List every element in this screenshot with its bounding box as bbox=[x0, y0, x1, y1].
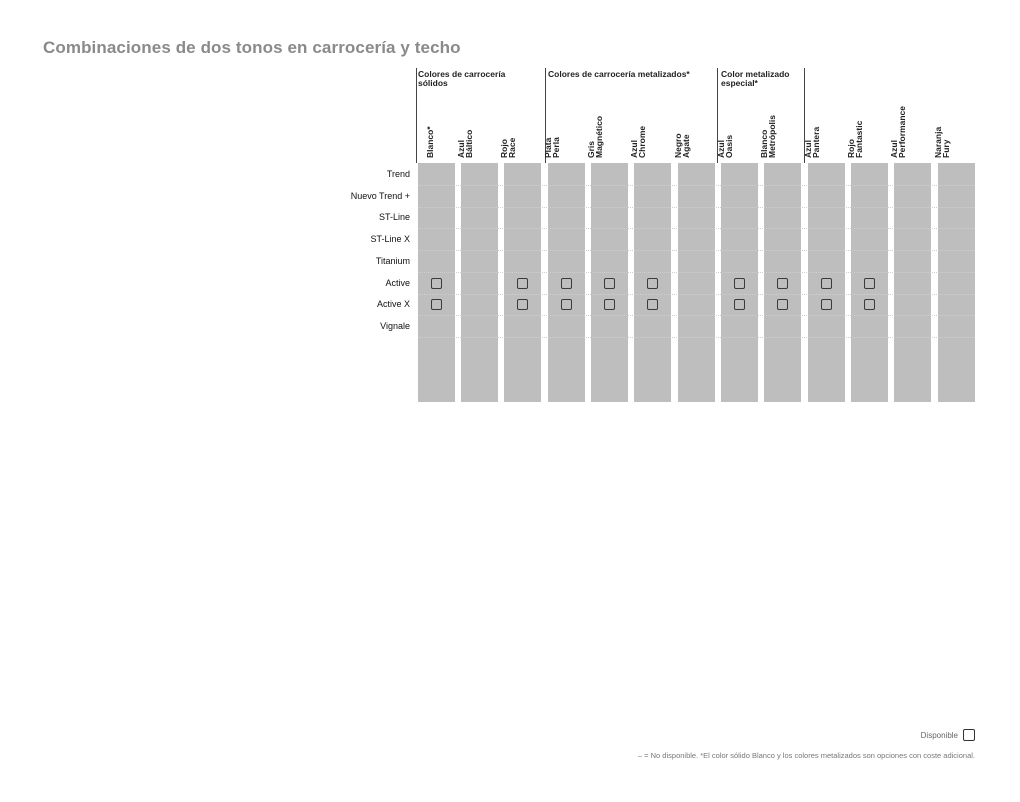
column-label-line: Fury bbox=[941, 139, 951, 158]
available-box-icon bbox=[431, 299, 442, 310]
group-divider bbox=[416, 68, 417, 163]
available-box-icon bbox=[734, 299, 745, 310]
available-box-icon bbox=[821, 299, 832, 310]
column-label: Rojo Fantastic bbox=[846, 120, 864, 158]
group-divider bbox=[545, 68, 546, 163]
column-label: Naranja Fury bbox=[933, 127, 951, 158]
row-separator bbox=[418, 337, 975, 338]
row-separator bbox=[418, 315, 975, 316]
column-label-line: Perla bbox=[551, 137, 561, 158]
color-column bbox=[678, 163, 715, 402]
column-label: Blanco Metrópolis bbox=[759, 115, 777, 158]
row-separator bbox=[418, 207, 975, 208]
available-box-icon bbox=[561, 299, 572, 310]
legend-label: Disponible bbox=[920, 731, 958, 740]
page-title: Combinaciones de dos tonos en carrocería… bbox=[43, 38, 461, 57]
row-separator bbox=[418, 185, 975, 186]
available-box-icon bbox=[821, 278, 832, 289]
row-label: ST-Line X bbox=[370, 234, 410, 244]
column-label-line: Pantera bbox=[811, 126, 821, 158]
available-box-icon bbox=[604, 299, 615, 310]
group-label: Colores de carrocería sólidos bbox=[418, 70, 505, 88]
available-box-icon bbox=[647, 278, 658, 289]
footnote: – = No disponible. *El color sólido Blan… bbox=[637, 751, 975, 760]
group-label: Color metalizado especial* bbox=[721, 70, 789, 88]
group-label-line: Colores de carrocería bbox=[418, 69, 506, 79]
column-label: Plata Perla bbox=[543, 137, 561, 158]
color-column bbox=[938, 163, 975, 402]
group-label-line: Colores de carrocería metalizados* bbox=[548, 69, 690, 79]
available-box-icon bbox=[517, 299, 528, 310]
available-box-icon bbox=[517, 278, 528, 289]
row-separator bbox=[418, 294, 975, 295]
column-label-line: Performance bbox=[897, 106, 907, 158]
color-column bbox=[721, 163, 758, 402]
column-label-line: Race bbox=[507, 137, 517, 158]
row-label: Trend bbox=[386, 169, 410, 179]
row-label: Titanium bbox=[375, 256, 410, 266]
column-label-line: Chrome bbox=[637, 125, 647, 158]
row-label: Active bbox=[385, 278, 410, 288]
column-label: Azul Pantera bbox=[803, 126, 821, 158]
group-divider bbox=[717, 68, 718, 163]
row-separator bbox=[418, 250, 975, 251]
column-label-line: Blanco* bbox=[425, 126, 435, 158]
available-box-icon bbox=[604, 278, 615, 289]
color-column bbox=[894, 163, 931, 402]
column-label-line: Agate bbox=[681, 134, 691, 158]
row-label: ST-Line bbox=[378, 212, 410, 222]
row-label: Vignale bbox=[380, 321, 410, 331]
color-column bbox=[634, 163, 671, 402]
color-column bbox=[548, 163, 585, 402]
column-label: Rojo Race bbox=[499, 137, 517, 158]
available-box-icon bbox=[864, 299, 875, 310]
available-box-icon bbox=[647, 299, 658, 310]
column-label: Azul Oasis bbox=[716, 134, 734, 158]
column-label-line: Magnético bbox=[594, 115, 604, 158]
group-divider bbox=[804, 68, 805, 163]
column-label-line: Fantastic bbox=[854, 120, 864, 158]
row-label: Nuevo Trend + bbox=[350, 191, 410, 201]
color-column bbox=[591, 163, 628, 402]
column-label: Blanco* bbox=[425, 126, 435, 158]
column-label: Azul Chrome bbox=[629, 125, 647, 158]
column-label: Negro Agate bbox=[673, 133, 691, 158]
available-box-icon bbox=[777, 299, 788, 310]
color-column bbox=[504, 163, 541, 402]
available-box-icon bbox=[734, 278, 745, 289]
row-separator bbox=[418, 272, 975, 273]
color-column bbox=[851, 163, 888, 402]
column-label: Azul Performance bbox=[889, 106, 907, 158]
group-label-line: sólidos bbox=[418, 78, 448, 88]
column-label: Azul Báltico bbox=[456, 129, 474, 158]
group-label-line: Color metalizado bbox=[721, 69, 790, 79]
group-label: Colores de carrocería metalizados* bbox=[548, 70, 690, 79]
column-label: Gris Magnético bbox=[586, 115, 604, 158]
available-box-icon bbox=[561, 278, 572, 289]
available-box-icon bbox=[864, 278, 875, 289]
color-column bbox=[418, 163, 455, 402]
column-label-line: Metrópolis bbox=[767, 115, 777, 158]
color-column bbox=[808, 163, 845, 402]
color-column bbox=[461, 163, 498, 402]
column-label-line: Oasis bbox=[724, 134, 734, 158]
color-column bbox=[764, 163, 801, 402]
row-separator bbox=[418, 228, 975, 229]
available-box-icon bbox=[431, 278, 442, 289]
available-box-icon bbox=[963, 729, 975, 741]
available-box-icon bbox=[777, 278, 788, 289]
column-label-line: Báltico bbox=[464, 129, 474, 158]
group-label-line: especial* bbox=[721, 78, 758, 88]
row-label: Active X bbox=[376, 299, 410, 309]
